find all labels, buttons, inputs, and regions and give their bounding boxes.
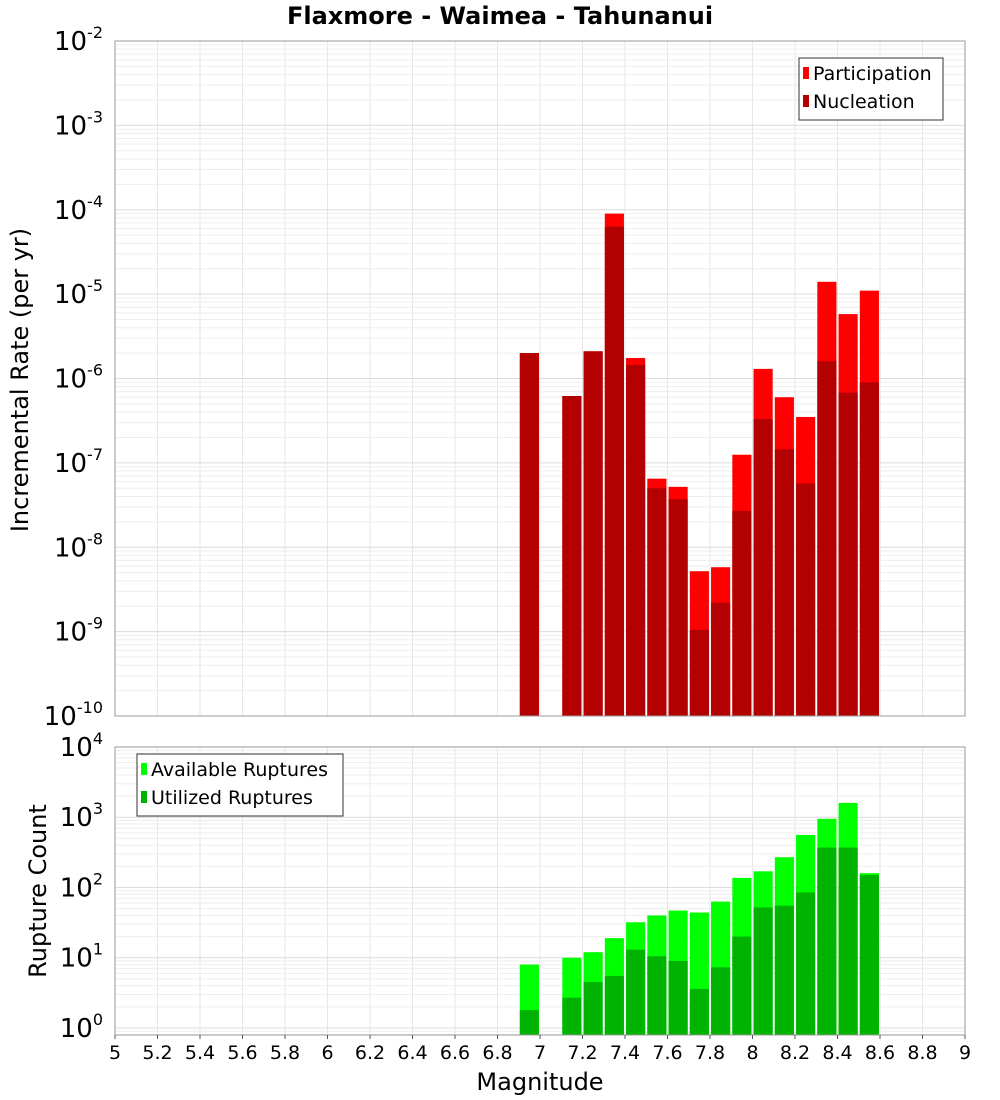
- utilized-ruptures-bar: [562, 997, 582, 1035]
- y-tick-label: 10-9: [54, 614, 103, 648]
- x-tick-label: 7: [534, 1042, 546, 1064]
- x-tick-label: 8: [746, 1042, 758, 1064]
- nucleation-bar: [604, 226, 624, 716]
- nucleation-bar: [817, 361, 837, 716]
- x-tick-label: 8.8: [907, 1042, 937, 1064]
- utilized-ruptures-bar: [604, 975, 624, 1035]
- x-axis: 5 5.2 5.4 5.6 5.8 6 6.2 6.4 6.6 6.8 7 7.2 7.4 7.6 7.8 8…: [109, 1035, 971, 1064]
- grid: [114, 40, 966, 717]
- utilized-ruptures-bar: [774, 905, 794, 1035]
- nucleation-bar: [689, 629, 709, 716]
- legend-label-participation: Participation: [813, 63, 932, 85]
- nucleation-bar: [562, 396, 582, 716]
- nucleation-bar: [838, 392, 858, 716]
- y-ticks: 10-10 10-9 10-8 10-7 10-6 10-5 10-4 10-3 10-2: [44, 23, 103, 732]
- nucleation-bar: [753, 419, 773, 716]
- y-tick-label: 100: [60, 1010, 103, 1044]
- y-tick-label: 10-5: [54, 276, 103, 310]
- x-tick-label: 5: [109, 1042, 121, 1064]
- utilized-ruptures-bar: [732, 936, 752, 1035]
- x-tick-label: 5.8: [270, 1042, 300, 1064]
- y-tick-label: 10-2: [54, 23, 103, 57]
- y-tick-label: 10-7: [54, 445, 103, 479]
- nucleation-bar: [711, 602, 731, 716]
- legend-label-available-ruptures: Available Ruptures: [151, 759, 328, 781]
- nucleation-bar: [626, 364, 646, 716]
- y-tick-label: 104: [60, 729, 103, 763]
- x-tick-label: 7.2: [567, 1042, 597, 1064]
- y-tick-label: 10-6: [54, 361, 103, 395]
- x-tick-label: 8.4: [822, 1042, 852, 1064]
- nucleation-bar: [519, 353, 539, 716]
- utilized-ruptures-bar: [753, 907, 773, 1035]
- y-tick-label: 102: [60, 869, 103, 903]
- nucleation-bar: [668, 499, 688, 716]
- utilized-ruptures-bar: [711, 967, 731, 1035]
- bars: [519, 802, 879, 1035]
- x-tick-label: 5.4: [185, 1042, 215, 1064]
- utilized-ruptures-bar: [838, 847, 858, 1035]
- bars: [519, 213, 879, 717]
- bottom-panel: 100 101 102 103 104 Available Ruptures Utilize…: [60, 729, 966, 1044]
- legend: Participation Nucleation: [798, 57, 944, 121]
- x-tick-label: 6.6: [440, 1042, 470, 1064]
- x-axis-label: Magnitude: [476, 1068, 603, 1096]
- y-tick-label: 10-3: [54, 107, 103, 141]
- nucleation-bar: [859, 382, 879, 716]
- x-tick-label: 7.6: [652, 1042, 682, 1064]
- top-panel: 10-10 10-9 10-8 10-7 10-6 10-5 10-4 10-3 10-2 Par…: [44, 23, 966, 732]
- nucleation-bar: [796, 483, 816, 716]
- y-tick-label: 10-10: [44, 698, 103, 732]
- utilized-ruptures-bar: [647, 956, 667, 1035]
- y-axis-label-bottom: Rupture Count: [24, 804, 52, 978]
- plot-frame: [114, 40, 966, 717]
- x-tick-label: 5.6: [227, 1042, 257, 1064]
- y-ticks: 100 101 102 103 104: [60, 729, 103, 1044]
- legend: Available Ruptures Utilized Ruptures: [136, 753, 344, 817]
- legend-swatch-utilized-ruptures: [141, 791, 147, 803]
- utilized-ruptures-bar: [583, 982, 603, 1035]
- nucleation-bar: [732, 510, 752, 716]
- chart-title: Flaxmore - Waimea - Tahunanui: [287, 2, 713, 30]
- legend-box: [798, 57, 944, 121]
- y-axis-label-top: Incremental Rate (per yr): [6, 228, 34, 532]
- utilized-ruptures-bar: [689, 988, 709, 1035]
- legend-label-utilized-ruptures: Utilized Ruptures: [151, 787, 313, 809]
- utilized-ruptures-bar: [817, 847, 837, 1035]
- legend-swatch-nucleation: [803, 95, 809, 107]
- y-tick-label: 10-8: [54, 529, 103, 563]
- nucleation-bar: [774, 449, 794, 716]
- x-tick-label: 7.8: [695, 1042, 725, 1064]
- utilized-ruptures-bar: [626, 949, 646, 1035]
- y-tick-label: 103: [60, 799, 103, 833]
- x-tick-label: 5.2: [142, 1042, 172, 1064]
- utilized-ruptures-bar: [796, 892, 816, 1035]
- y-tick-label: 101: [60, 940, 103, 974]
- x-tick-label: 7.4: [610, 1042, 640, 1064]
- utilized-ruptures-bar: [668, 960, 688, 1035]
- x-tick-label: 9: [959, 1042, 971, 1064]
- nucleation-bar: [583, 351, 603, 716]
- x-tick-label: 6.2: [355, 1042, 385, 1064]
- legend-swatch-available-ruptures: [141, 763, 147, 775]
- utilized-ruptures-bar: [859, 875, 879, 1035]
- legend-box: [136, 753, 344, 817]
- x-tick-label: 6: [321, 1042, 333, 1064]
- legend-swatch-participation: [803, 67, 809, 79]
- x-tick-label: 6.4: [397, 1042, 427, 1064]
- x-tick-label: 8.2: [780, 1042, 810, 1064]
- utilized-ruptures-bar: [519, 1010, 539, 1035]
- y-tick-label: 10-4: [54, 192, 103, 226]
- legend-label-nucleation: Nucleation: [813, 91, 915, 113]
- x-tick-label: 8.6: [865, 1042, 895, 1064]
- nucleation-bar: [647, 488, 667, 716]
- x-tick-label: 6.8: [482, 1042, 512, 1064]
